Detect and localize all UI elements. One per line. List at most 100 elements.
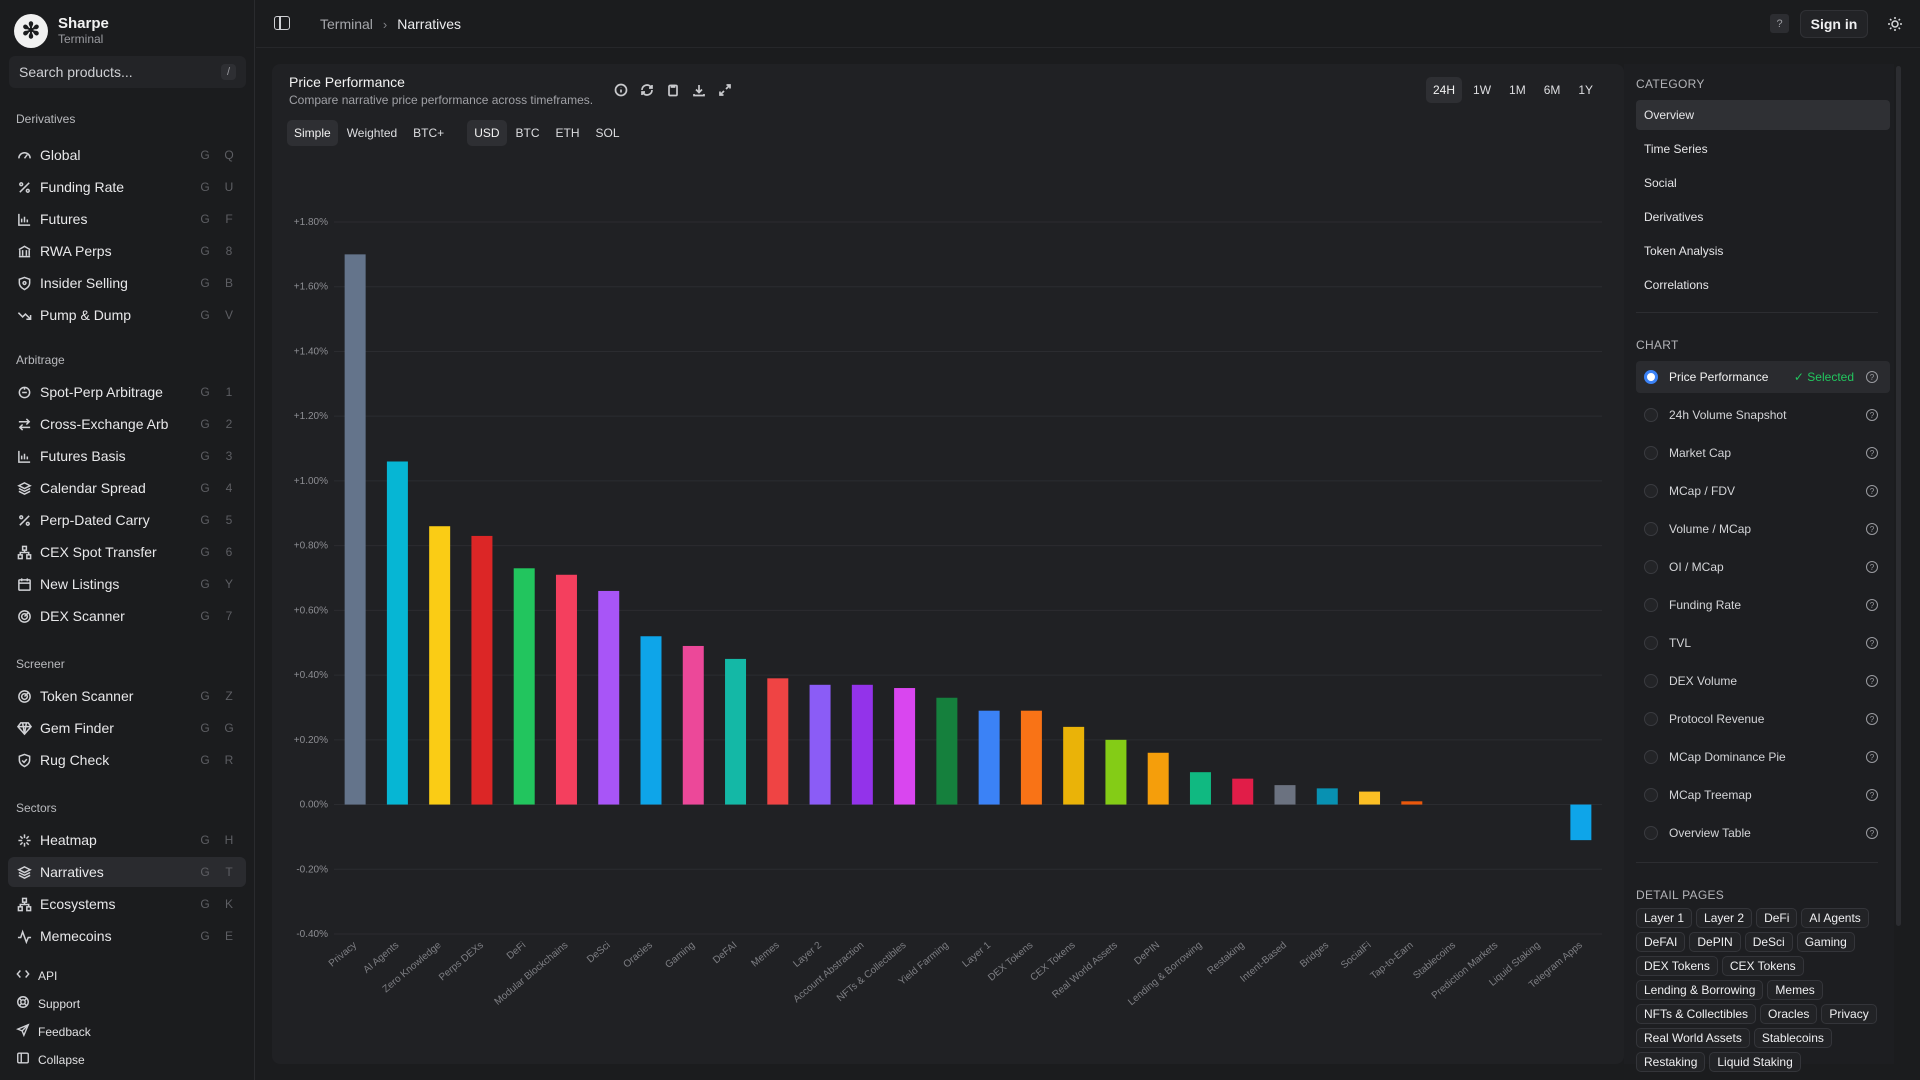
category-time-series[interactable]: Time Series	[1644, 142, 1708, 156]
bar-depin[interactable]	[1147, 752, 1169, 805]
sidebar-item-funding-rate[interactable]: Funding Rate G U	[8, 172, 246, 202]
sidebar-item-new-listings[interactable]: New Listings G Y	[8, 569, 246, 599]
bar-tap-to-earn[interactable]	[1401, 801, 1423, 805]
radio-button[interactable]	[1644, 598, 1658, 612]
chart-option-volume-mcap[interactable]: Volume / MCap?	[1636, 513, 1890, 545]
brand[interactable]: ✻ Sharpe Terminal	[14, 14, 109, 48]
bar-ai-agents[interactable]	[386, 461, 408, 805]
bar-bridges[interactable]	[1316, 788, 1338, 805]
currency-btc[interactable]: BTC	[515, 126, 540, 140]
sidebar-toggle-icon[interactable]	[274, 16, 290, 30]
sidebar-item-calendar-spread[interactable]: Calendar Spread G 4	[8, 473, 246, 503]
sidebar-item-futures-basis[interactable]: Futures Basis G 3	[8, 441, 246, 471]
sidebar-item-spot-perp-arbitrage[interactable]: Spot-Perp Arbitrage G 1	[8, 377, 246, 407]
sidebar-item-narratives[interactable]: Narratives G T	[8, 857, 246, 887]
sidebar-item-token-scanner[interactable]: Token Scanner G Z	[8, 681, 246, 711]
detail-page-chip[interactable]: DeSci	[1744, 932, 1793, 952]
breadcrumb-terminal[interactable]: Terminal	[320, 16, 373, 32]
bar-account-abstraction[interactable]	[851, 684, 873, 805]
bar-privacy[interactable]	[344, 254, 366, 805]
sign-in-button[interactable]: Sign in	[1800, 10, 1868, 38]
help-circle-icon[interactable]: ?	[1866, 675, 1878, 687]
detail-page-chip[interactable]: DeFAI	[1636, 932, 1686, 952]
radio-button[interactable]	[1644, 522, 1658, 536]
bar-modular-blockchains[interactable]	[555, 574, 577, 805]
bar-telegram-apps[interactable]	[1570, 804, 1592, 841]
footer-link-collapse[interactable]: Collapse	[16, 1051, 85, 1068]
footer-link-api[interactable]: API	[16, 967, 57, 984]
currency-usd[interactable]: USD	[467, 120, 507, 146]
footer-link-feedback[interactable]: Feedback	[15, 1023, 91, 1040]
search-input[interactable]: Search products... /	[9, 56, 246, 88]
chart-option-dex-volume[interactable]: DEX Volume?	[1636, 665, 1890, 697]
chart-option-protocol-revenue[interactable]: Protocol Revenue?	[1636, 703, 1890, 735]
sidebar-item-dex-scanner[interactable]: DEX Scanner G 7	[8, 601, 246, 631]
detail-page-chip[interactable]: Restaking	[1636, 1052, 1706, 1072]
bar-real-world-assets[interactable]	[1105, 739, 1127, 805]
bar-restaking[interactable]	[1232, 778, 1254, 805]
refresh-icon[interactable]	[640, 83, 654, 97]
chart-option-funding-rate[interactable]: Funding Rate?	[1636, 589, 1890, 621]
detail-page-chip[interactable]: Stablecoins	[1753, 1028, 1832, 1048]
help-circle-icon[interactable]: ?	[1866, 827, 1878, 839]
timeframe-1w[interactable]: 1W	[1473, 83, 1492, 97]
currency-eth[interactable]: ETH	[555, 126, 580, 140]
bar-yield-farming[interactable]	[936, 697, 958, 805]
radio-button[interactable]	[1644, 484, 1658, 498]
detail-page-chip[interactable]: Real World Assets	[1636, 1028, 1750, 1048]
help-circle-icon[interactable]: ?	[1866, 789, 1878, 801]
footer-link-support[interactable]: Support	[16, 995, 80, 1012]
help-circle-icon[interactable]: ?	[1866, 713, 1878, 725]
chart-option-mcap-dominance-pie[interactable]: MCap Dominance Pie?	[1636, 741, 1890, 773]
radio-button[interactable]	[1644, 560, 1658, 574]
help-circle-icon[interactable]: ?	[1866, 409, 1878, 421]
bar-memes[interactable]	[767, 678, 789, 805]
chart-option-mcap-treemap[interactable]: MCap Treemap?	[1636, 779, 1890, 811]
detail-page-chip[interactable]: AI Agents	[1801, 908, 1869, 928]
sidebar-item-cross-exchange-arb[interactable]: Cross-Exchange Arb G 2	[8, 409, 246, 439]
bar-lending-and-borrowing[interactable]	[1189, 772, 1211, 805]
expand-icon[interactable]	[718, 83, 732, 97]
bar-socialfi[interactable]	[1359, 791, 1381, 805]
bar-nfts-and-collectibles[interactable]	[894, 688, 916, 805]
detail-page-chip[interactable]: Layer 1	[1636, 908, 1693, 928]
bar-cex-tokens[interactable]	[1063, 726, 1085, 805]
download-icon[interactable]	[692, 83, 706, 97]
chart-option-mcap-fdv[interactable]: MCap / FDV?	[1636, 475, 1890, 507]
detail-page-chip[interactable]: Memes	[1767, 980, 1823, 1000]
weight-btc[interactable]: BTC+	[413, 126, 445, 140]
detail-page-chip[interactable]: DEX Tokens	[1636, 956, 1718, 976]
sidebar-item-pump-and-dump[interactable]: Pump & Dump G V	[8, 300, 246, 330]
sidebar-item-cex-spot-transfer[interactable]: CEX Spot Transfer G 6	[8, 537, 246, 567]
theme-toggle-icon[interactable]	[1887, 16, 1903, 32]
weight-weighted[interactable]: Weighted	[346, 126, 398, 140]
info-icon[interactable]	[614, 83, 628, 97]
bar-gaming[interactable]	[682, 645, 704, 805]
sidebar-item-perp-dated-carry[interactable]: Perp-Dated Carry G 5	[8, 505, 246, 535]
radio-button[interactable]	[1644, 674, 1658, 688]
detail-page-chip[interactable]: CEX Tokens	[1721, 956, 1804, 976]
chart-option-overview-table[interactable]: Overview Table?	[1636, 817, 1890, 849]
help-circle-icon[interactable]: ?	[1866, 637, 1878, 649]
scrollbar[interactable]	[1896, 66, 1901, 926]
help-circle-icon[interactable]: ?	[1866, 751, 1878, 763]
radio-button[interactable]	[1644, 750, 1658, 764]
detail-page-chip[interactable]: NFTs & Collectibles	[1636, 1004, 1757, 1024]
bar-defi[interactable]	[513, 568, 535, 805]
weight-simple[interactable]: Simple	[287, 120, 338, 146]
sidebar-item-rug-check[interactable]: Rug Check G R	[8, 745, 246, 775]
currency-sol[interactable]: SOL	[595, 126, 620, 140]
chart-option-24h-volume-snapshot[interactable]: 24h Volume Snapshot?	[1636, 399, 1890, 431]
bar-desci[interactable]	[598, 590, 620, 805]
help-circle-icon[interactable]: ?	[1866, 371, 1878, 383]
timeframe-24h[interactable]: 24H	[1426, 77, 1463, 103]
category-derivatives[interactable]: Derivatives	[1644, 210, 1704, 224]
detail-page-chip[interactable]: Liquid Staking	[1709, 1052, 1801, 1072]
detail-page-chip[interactable]: Gaming	[1796, 932, 1855, 952]
sidebar-item-insider-selling[interactable]: Insider Selling G B	[8, 268, 246, 298]
sidebar-item-memecoins[interactable]: Memecoins G E	[8, 921, 246, 951]
radio-button[interactable]	[1644, 826, 1658, 840]
help-circle-icon[interactable]: ?	[1866, 485, 1878, 497]
sidebar-item-futures[interactable]: Futures G F	[8, 204, 246, 234]
detail-page-chip[interactable]: DePIN	[1689, 932, 1741, 952]
